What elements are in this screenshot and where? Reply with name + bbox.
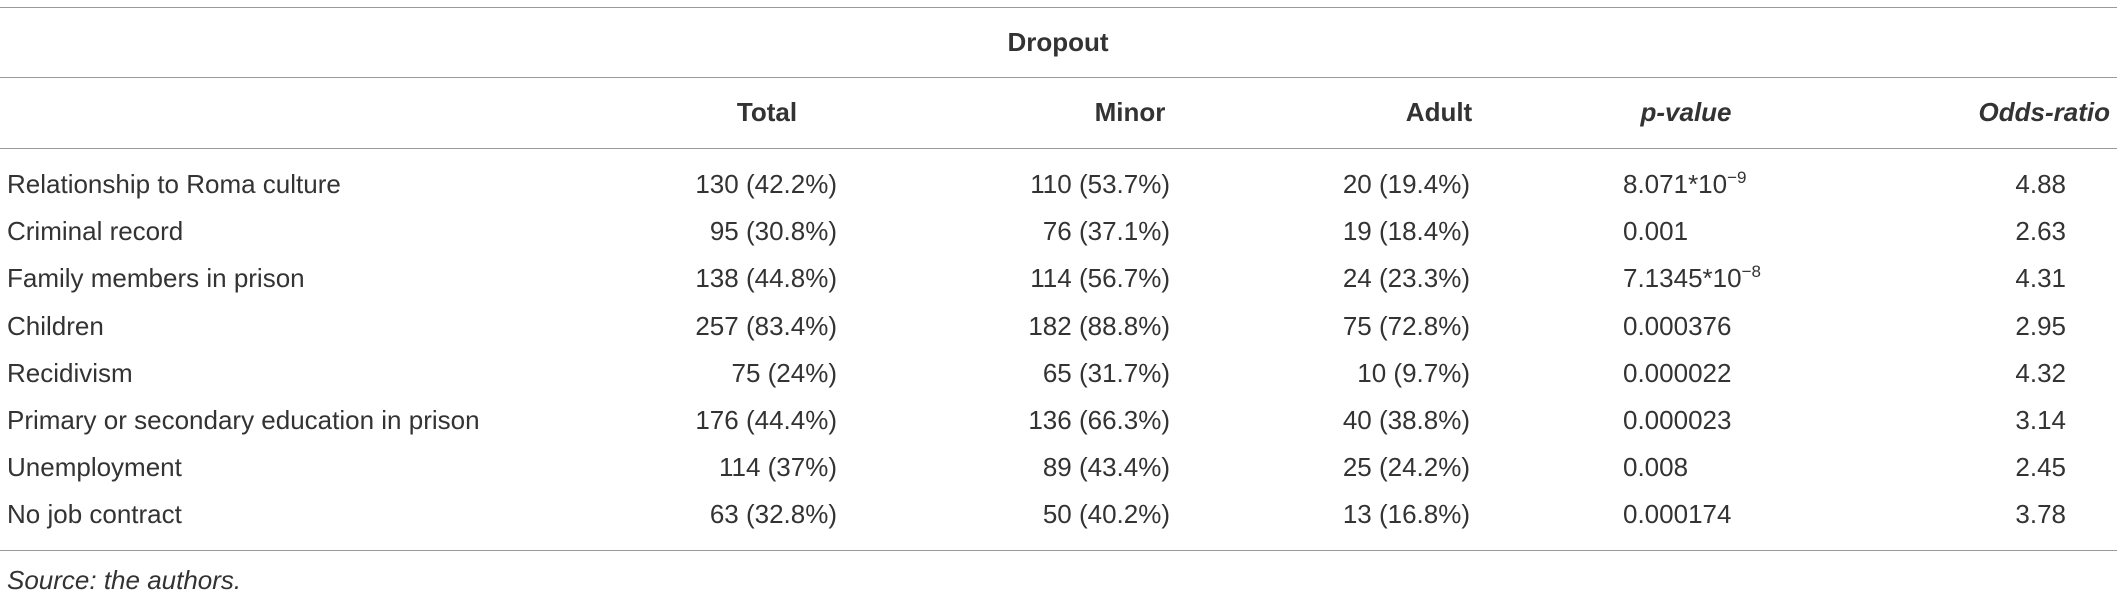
cell-text: 0.000023 bbox=[1623, 405, 1732, 435]
row-label: Criminal record bbox=[7, 216, 184, 247]
cell-text: 8.071*10 bbox=[1623, 169, 1728, 199]
cell-text: 10 (9.7%) bbox=[1357, 357, 1470, 388]
row-label: Relationship to Roma culture bbox=[7, 169, 341, 199]
cell-text: 2.63 bbox=[2015, 216, 2066, 247]
p-value-cell: 0.000174 bbox=[1623, 499, 1731, 529]
cell-text: 3.78 bbox=[2015, 499, 2066, 530]
cell-text: 89 (43.4%) bbox=[1042, 452, 1170, 483]
column-header: Total bbox=[736, 97, 798, 127]
cell-text: 76 (37.1%) bbox=[1042, 216, 1170, 247]
column-header: Odds-ratio bbox=[1978, 97, 2110, 127]
cell-text: 2.95 bbox=[2015, 310, 2066, 341]
cell-text: 3.14 bbox=[2015, 405, 2066, 435]
row-label: Children bbox=[7, 310, 104, 341]
cell-text: 13 (16.8%) bbox=[1342, 499, 1470, 530]
cell-text: 20 (19.4%) bbox=[1342, 169, 1470, 199]
rule bbox=[0, 148, 2117, 149]
cell-text: 136 (66.3%) bbox=[1028, 405, 1170, 435]
rule bbox=[0, 7, 2117, 8]
cell-text: 110 (53.7%) bbox=[1030, 169, 1170, 199]
cell-text: 75 (72.8%) bbox=[1342, 310, 1470, 341]
p-value-cell: 7.1345*10−8 bbox=[1623, 263, 1761, 293]
cell-text: 138 (44.8%) bbox=[695, 263, 837, 294]
cell-text: 40 (38.8%) bbox=[1342, 405, 1470, 435]
p-value-cell: 0.000376 bbox=[1623, 311, 1731, 341]
source-note: Source: the authors. bbox=[7, 565, 242, 595]
column-header: Adult bbox=[1405, 97, 1473, 127]
row-label: Unemployment bbox=[7, 452, 182, 483]
cell-text: 7.1345*10 bbox=[1623, 263, 1742, 294]
cell-text: 95 (30.8%) bbox=[709, 216, 837, 247]
cell-text: 4.88 bbox=[2015, 169, 2066, 199]
cell-text: 257 (83.4%) bbox=[695, 310, 837, 341]
exponent: −8 bbox=[1741, 262, 1761, 282]
cell-text: 4.31 bbox=[2015, 263, 2066, 294]
cell-text: 19 (18.4%) bbox=[1342, 216, 1470, 247]
cell-text: 63 (32.8%) bbox=[709, 499, 837, 530]
column-header: p-value bbox=[1640, 97, 1732, 127]
cell-text: 114 (37%) bbox=[718, 452, 837, 483]
cell-text: 0.000174 bbox=[1623, 499, 1732, 530]
cell-text: 182 (88.8%) bbox=[1028, 310, 1170, 341]
p-value-cell: 0.001 bbox=[1623, 216, 1688, 246]
cell-text: 0.001 bbox=[1623, 216, 1689, 247]
row-label: Recidivism bbox=[7, 357, 133, 388]
cell-text: 130 (42.2%) bbox=[695, 169, 837, 199]
row-label: Primary or secondary education in prison bbox=[7, 405, 480, 435]
row-label: Family members in prison bbox=[7, 263, 305, 294]
cell-text: 176 (44.4%) bbox=[695, 405, 837, 435]
cell-text: 0.000376 bbox=[1623, 310, 1732, 341]
column-header: Minor bbox=[1094, 97, 1166, 127]
row-label: No job contract bbox=[7, 499, 182, 530]
exponent: −9 bbox=[1727, 168, 1747, 187]
cell-text: 50 (40.2%) bbox=[1042, 499, 1170, 530]
cell-text: 75 (24%) bbox=[731, 357, 838, 388]
cell-text: 0.000022 bbox=[1623, 357, 1732, 388]
rule bbox=[0, 77, 2117, 78]
cell-text: 0.008 bbox=[1623, 452, 1689, 483]
cell-text: 25 (24.2%) bbox=[1342, 452, 1470, 483]
p-value-cell: 0.008 bbox=[1623, 452, 1688, 482]
p-value-cell: 0.000022 bbox=[1623, 358, 1731, 388]
p-value-cell: 0.000023 bbox=[1623, 405, 1731, 435]
cell-text: 4.32 bbox=[2015, 357, 2066, 388]
rule bbox=[0, 550, 2117, 551]
cell-text: 114 (56.7%) bbox=[1030, 263, 1170, 294]
cell-text: 24 (23.3%) bbox=[1342, 263, 1470, 294]
group-header: Dropout bbox=[1007, 27, 1109, 57]
cell-text: 65 (31.7%) bbox=[1042, 357, 1170, 388]
cell-text: 2.45 bbox=[2015, 452, 2066, 483]
p-value-cell: 8.071*10−9 bbox=[1623, 169, 1747, 199]
